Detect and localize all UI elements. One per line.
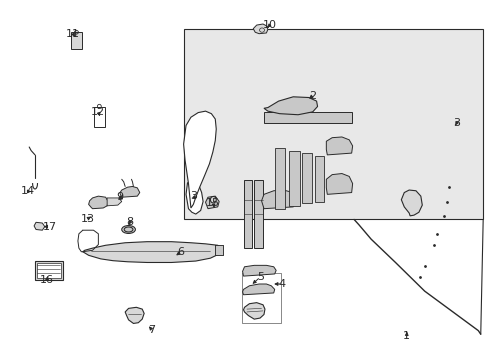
Polygon shape xyxy=(120,186,140,197)
Text: 8: 8 xyxy=(126,217,133,227)
Text: 4: 4 xyxy=(278,279,285,289)
Polygon shape xyxy=(302,153,311,203)
Polygon shape xyxy=(243,303,264,319)
Polygon shape xyxy=(34,222,45,230)
Bar xyxy=(71,32,81,49)
Text: 17: 17 xyxy=(42,222,57,231)
Polygon shape xyxy=(325,174,352,194)
Ellipse shape xyxy=(210,197,216,203)
Polygon shape xyxy=(289,150,300,206)
Text: 1: 1 xyxy=(403,331,409,341)
Polygon shape xyxy=(243,180,252,248)
Polygon shape xyxy=(253,24,267,34)
Text: 9: 9 xyxy=(116,192,123,202)
Polygon shape xyxy=(264,112,351,123)
Polygon shape xyxy=(205,196,219,209)
Text: 10: 10 xyxy=(262,20,276,30)
Polygon shape xyxy=(215,245,222,255)
Bar xyxy=(35,261,62,280)
Polygon shape xyxy=(254,180,263,248)
Text: 2: 2 xyxy=(308,91,316,101)
Ellipse shape xyxy=(122,226,135,233)
Text: 3: 3 xyxy=(452,118,459,128)
Text: 13: 13 xyxy=(81,214,95,224)
Text: 3: 3 xyxy=(189,191,197,201)
Polygon shape xyxy=(82,242,222,262)
Text: 14: 14 xyxy=(21,186,35,197)
Polygon shape xyxy=(325,137,352,155)
Bar xyxy=(37,263,61,278)
Polygon shape xyxy=(183,111,216,208)
Polygon shape xyxy=(183,30,482,220)
Text: 16: 16 xyxy=(40,275,54,285)
Text: 5: 5 xyxy=(257,272,264,282)
Text: 6: 6 xyxy=(177,247,184,257)
Polygon shape xyxy=(88,196,108,209)
Polygon shape xyxy=(274,148,285,209)
Polygon shape xyxy=(242,265,276,276)
Bar xyxy=(94,107,104,127)
Polygon shape xyxy=(401,190,422,216)
Polygon shape xyxy=(264,97,317,115)
Text: 11: 11 xyxy=(66,29,80,39)
Polygon shape xyxy=(125,307,144,323)
Polygon shape xyxy=(261,190,297,209)
Ellipse shape xyxy=(124,227,133,232)
Polygon shape xyxy=(185,180,203,214)
Polygon shape xyxy=(314,156,323,202)
Polygon shape xyxy=(242,284,274,295)
Polygon shape xyxy=(107,198,122,206)
Text: 12: 12 xyxy=(91,107,105,117)
Text: 7: 7 xyxy=(148,325,155,335)
Text: 15: 15 xyxy=(206,198,220,208)
